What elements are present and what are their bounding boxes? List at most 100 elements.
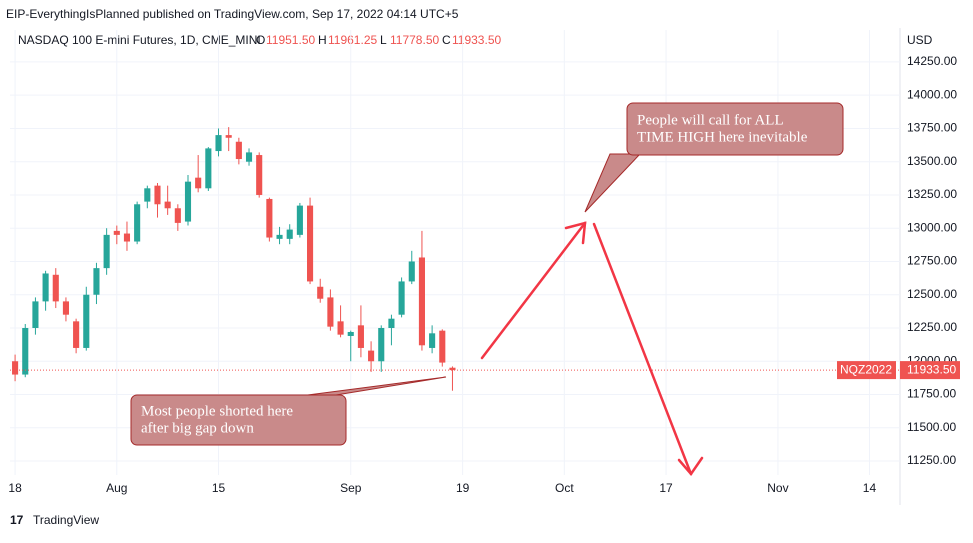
candle-body (337, 321, 344, 335)
candle-body (429, 333, 436, 348)
ohlc-label: C (442, 33, 451, 47)
ohlc-value: 11951.50 (266, 33, 315, 47)
candle-body (22, 327, 29, 375)
candle-body (93, 268, 100, 295)
candle-body (286, 229, 293, 239)
y-tick-label: 13750.00 (907, 121, 957, 135)
publisher: EIP-EverythingIsPlanned published on Tra… (6, 7, 459, 21)
annotation-text: People will call for ALL (637, 112, 784, 128)
candle-body (347, 331, 354, 336)
candle-body (276, 234, 283, 239)
callout-pointer (584, 153, 642, 213)
candle-body (266, 198, 273, 238)
symbol: NASDAQ 100 E-mini Futures, 1D, CME_MINI (18, 33, 261, 47)
candle-body (52, 274, 59, 302)
candle-body (134, 204, 141, 242)
candle-body (357, 325, 364, 348)
candle-body (245, 152, 253, 162)
x-tick-label: Sep (340, 481, 362, 495)
x-tick-label: 15 (212, 481, 226, 495)
y-tick-label: 12750.00 (907, 254, 957, 268)
candle-body (103, 234, 110, 269)
candle-body (225, 135, 232, 138)
candle-body (449, 367, 456, 371)
candle-body (418, 257, 425, 346)
arrowhead (564, 221, 587, 245)
arrowhead (677, 456, 704, 477)
brand-name: TradingView (33, 513, 99, 527)
ohlc-legend: O 11951.50 H 11961.25 L 11778.50 C 11933.50 (256, 33, 501, 47)
candle-body (398, 281, 405, 315)
candle-body (317, 286, 324, 299)
candle-body (184, 181, 192, 222)
arrows (480, 221, 704, 477)
candle-body (164, 201, 171, 209)
candle-body (256, 155, 263, 195)
candle-body (12, 361, 19, 375)
annotation-text: TIME HIGH here inevitable (637, 129, 808, 145)
candle-body (439, 330, 446, 363)
candle-body (32, 301, 39, 328)
candle-body (388, 318, 395, 328)
candle-body (408, 261, 415, 282)
x-tick-label: 18 (8, 481, 22, 495)
arrow (592, 222, 693, 476)
y-tick-label: 12250.00 (907, 320, 957, 334)
candle-body (154, 185, 161, 205)
ohlc-label: O (256, 33, 265, 47)
brand-logo: 17 (10, 513, 24, 527)
brand: 17 TradingView (10, 513, 99, 527)
symbol-tag (837, 361, 896, 380)
y-tick-label: 13500.00 (907, 154, 957, 168)
y-tick-label: 11750.00 (907, 387, 956, 401)
candle-body (174, 208, 181, 223)
candle-body (327, 297, 334, 327)
callout-box (130, 394, 347, 446)
y-tick-label: 13000.00 (907, 220, 957, 234)
ohlc-value: 11778.50 (390, 33, 439, 47)
y-tick-label: 11500.00 (907, 420, 956, 434)
candle-body (42, 273, 49, 302)
candle-body (83, 294, 90, 348)
x-tick-label: Aug (106, 481, 127, 495)
candle-body (113, 230, 120, 235)
ohlc-value: 11933.50 (452, 33, 501, 47)
plot: NQZ2022 11933.50 (10, 127, 960, 391)
x-tick-label: Oct (555, 481, 574, 495)
currency: USD (907, 33, 933, 47)
y-tick-label: 11250.00 (907, 453, 956, 467)
candle-body (368, 350, 375, 362)
arrow (480, 221, 587, 360)
ohlc-label: L (380, 33, 387, 47)
candle-body (73, 321, 80, 348)
price-tag-text: 11933.50 (907, 362, 956, 376)
x-tick-label: 14 (863, 481, 877, 495)
candle-body (195, 177, 202, 189)
candle-body (205, 148, 212, 189)
y-tick-label: 14000.00 (907, 87, 957, 101)
x-tick-label: Nov (767, 481, 788, 495)
candle-body (235, 141, 242, 160)
candle-body (296, 205, 303, 235)
callout-box (626, 102, 844, 156)
annotation-text: Most people shorted here (141, 403, 293, 419)
x-tick-label: 19 (456, 481, 470, 495)
candle-body (144, 188, 151, 202)
y-tick-label: 12500.00 (907, 287, 957, 301)
candle-body (123, 233, 131, 242)
x-tick-label: 17 (659, 481, 673, 495)
ohlc-value: 11961.25 (328, 33, 377, 47)
y-tick-label: 13250.00 (907, 187, 957, 201)
candle-body (307, 205, 314, 282)
price-tag (900, 361, 960, 380)
ohlc-label: H (318, 33, 327, 47)
y-tick-label: 14250.00 (907, 54, 957, 68)
candle-body (62, 301, 69, 315)
annotation-text: after big gap down (141, 420, 254, 436)
candle-body (378, 327, 385, 362)
symbol-tag-text: NQZ2022 (840, 362, 892, 376)
candle-body (215, 135, 222, 152)
